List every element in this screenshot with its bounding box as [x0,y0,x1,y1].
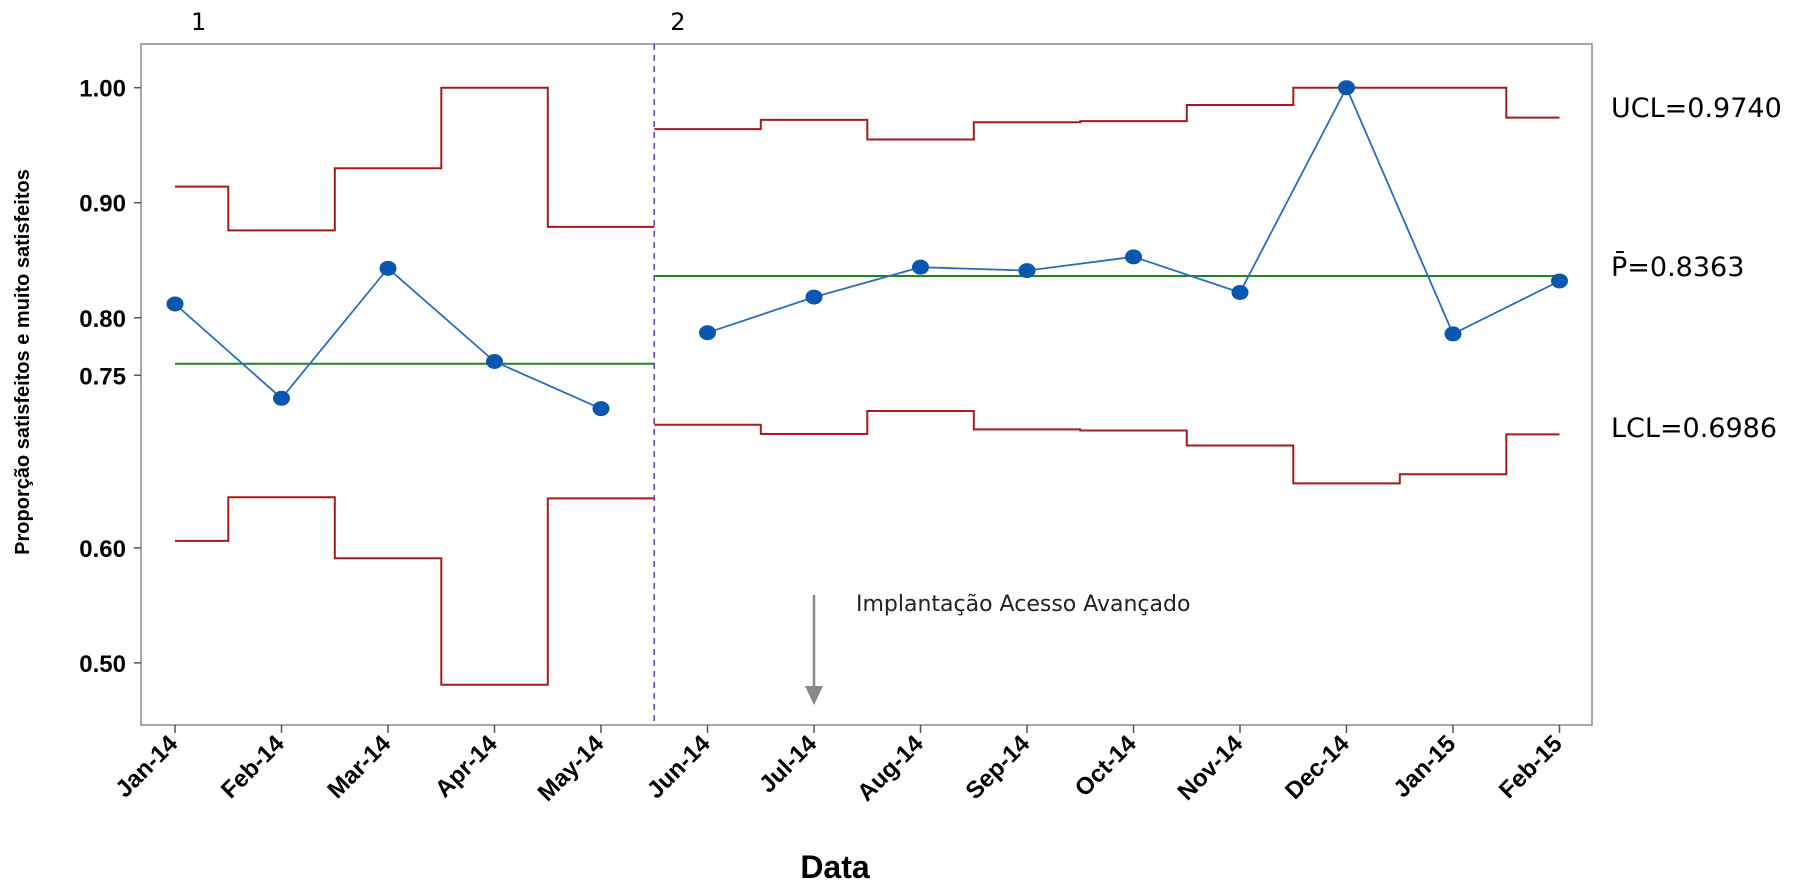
x-tick-label: Oct-14 [1070,730,1142,802]
annotation-arrow-head [805,686,823,705]
data-point [1018,263,1036,279]
x-tick-label: Mar-14 [322,730,396,804]
phase-label-1: 1 [191,8,206,36]
data-point [592,401,610,417]
x-tick-label: Jun-14 [642,730,716,804]
data-point [1551,273,1568,289]
data-point [379,260,397,276]
x-tick-label: Dec-14 [1280,730,1355,805]
ucl-line-phase-2 [654,86,1560,141]
data-point [1125,249,1142,265]
lcl-line-phase-1 [175,496,655,686]
data-point [273,390,290,406]
data-point [1444,326,1462,342]
series-line-phase-2 [707,85,1560,336]
y-tick-label: 0.80 [79,306,126,333]
data-point [1338,80,1355,96]
y-tick-label: 0.75 [79,363,126,390]
center-label: P̄=0.8363 [1611,251,1744,283]
x-tick-label: Feb-15 [1494,730,1568,804]
x-tick-label: Aug-14 [852,730,929,807]
y-tick-label: 0.90 [79,191,126,218]
data-point [805,289,823,305]
plot-frame [140,43,1593,726]
y-axis-title: Proporção satisfeitos e muito satisfeito… [12,169,34,555]
x-tick-label: Jul-14 [754,730,823,799]
y-axis-ticks: 0.50 0.60 0.75 0.80 0.90 1.00 [79,76,141,678]
data-point [1231,284,1249,300]
data-point [486,353,503,369]
data-point [699,325,716,341]
data-points [166,80,1568,417]
phase-label-2: 2 [670,8,685,36]
data-point [912,259,929,275]
ucl-limits [175,86,1560,232]
lcl-label: LCL=0.6986 [1611,413,1777,444]
ucl-line-phase-1 [175,86,655,232]
lcl-limits [175,410,1560,686]
x-axis-title: Data [800,849,870,882]
lcl-line-phase-2 [654,410,1560,485]
x-tick-label: Feb-14 [216,730,290,804]
ucl-label: UCL=0.9740 [1611,93,1782,124]
x-tick-label: Jan-14 [110,730,183,803]
x-tick-label: Sep-14 [960,730,1035,805]
y-tick-label: 0.60 [79,536,126,563]
center-lines [175,275,1560,365]
x-tick-label: Jan-15 [1388,730,1461,803]
annotation-text: Implantação Acesso Avançado [856,592,1190,617]
y-tick-label: 0.50 [79,651,126,678]
x-tick-label: Apr-14 [430,730,503,803]
x-tick-label: May-14 [533,730,610,807]
x-axis-ticks: Jan-14 Feb-14 Mar-14 Apr-14 May-14 Jun-14 Jul-… [110,725,1568,807]
series-line-phase-1 [174,267,602,410]
y-tick-label: 1.00 [79,76,126,103]
annotation: Implantação Acesso Avançado [805,592,1190,705]
x-tick-label: Nov-14 [1173,730,1249,806]
data-point [166,296,184,312]
